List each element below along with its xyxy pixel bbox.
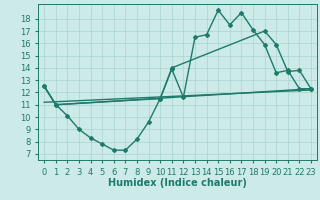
X-axis label: Humidex (Indice chaleur): Humidex (Indice chaleur) bbox=[108, 178, 247, 188]
